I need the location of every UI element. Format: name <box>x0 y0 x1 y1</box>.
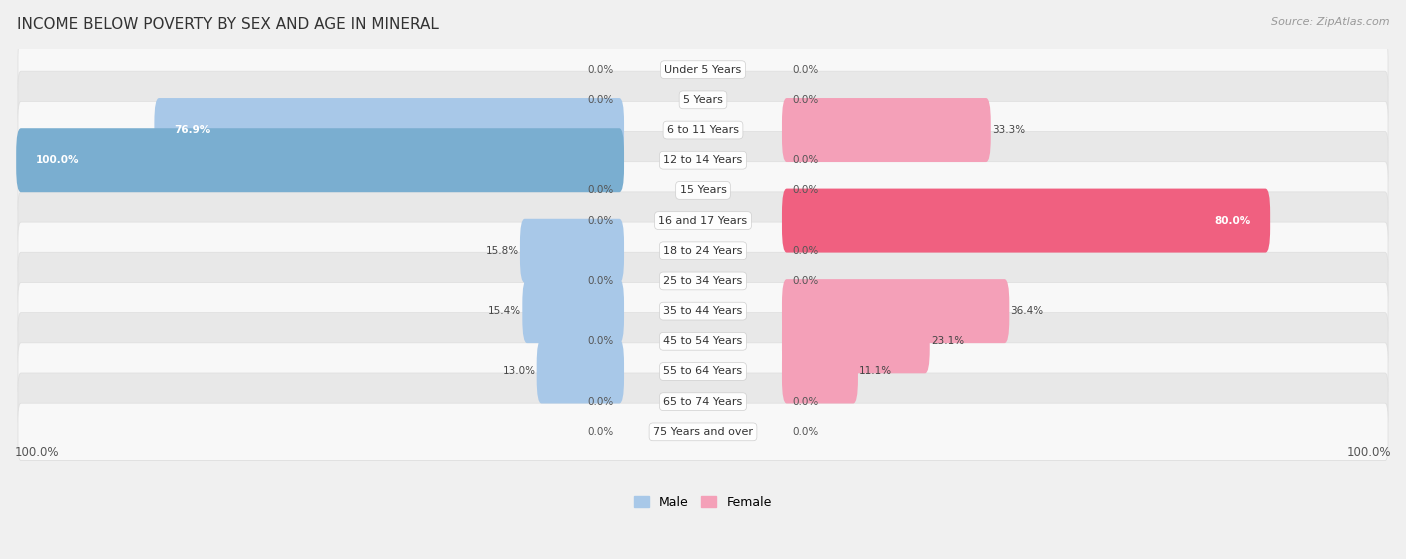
FancyBboxPatch shape <box>18 343 1388 400</box>
Text: 35 to 44 Years: 35 to 44 Years <box>664 306 742 316</box>
FancyBboxPatch shape <box>18 222 1388 280</box>
Text: 0.0%: 0.0% <box>793 246 818 256</box>
Text: 15.8%: 15.8% <box>485 246 519 256</box>
Text: 25 to 34 Years: 25 to 34 Years <box>664 276 742 286</box>
Text: 0.0%: 0.0% <box>793 186 818 196</box>
Text: 18 to 24 Years: 18 to 24 Years <box>664 246 742 256</box>
Text: 13.0%: 13.0% <box>502 367 536 377</box>
Text: 23.1%: 23.1% <box>931 337 965 347</box>
Text: 0.0%: 0.0% <box>588 397 613 407</box>
FancyBboxPatch shape <box>17 128 624 192</box>
FancyBboxPatch shape <box>18 41 1388 98</box>
Text: 15 Years: 15 Years <box>679 186 727 196</box>
Text: 55 to 64 Years: 55 to 64 Years <box>664 367 742 377</box>
Text: 100.0%: 100.0% <box>1347 446 1391 459</box>
FancyBboxPatch shape <box>18 162 1388 219</box>
Text: 0.0%: 0.0% <box>588 427 613 437</box>
FancyBboxPatch shape <box>18 41 1388 98</box>
Text: 0.0%: 0.0% <box>588 186 613 196</box>
FancyBboxPatch shape <box>782 98 991 162</box>
FancyBboxPatch shape <box>18 403 1388 461</box>
Text: 0.0%: 0.0% <box>793 95 818 105</box>
FancyBboxPatch shape <box>18 373 1388 430</box>
FancyBboxPatch shape <box>18 403 1388 461</box>
Text: Under 5 Years: Under 5 Years <box>665 65 741 75</box>
FancyBboxPatch shape <box>522 279 624 343</box>
Text: 0.0%: 0.0% <box>588 337 613 347</box>
FancyBboxPatch shape <box>18 282 1388 340</box>
Text: 0.0%: 0.0% <box>793 397 818 407</box>
FancyBboxPatch shape <box>18 71 1388 129</box>
FancyBboxPatch shape <box>18 343 1388 400</box>
Text: 6 to 11 Years: 6 to 11 Years <box>666 125 740 135</box>
Text: 0.0%: 0.0% <box>588 95 613 105</box>
FancyBboxPatch shape <box>18 101 1388 159</box>
FancyBboxPatch shape <box>18 162 1388 219</box>
Legend: Male, Female: Male, Female <box>630 491 776 514</box>
FancyBboxPatch shape <box>782 279 1010 343</box>
FancyBboxPatch shape <box>18 71 1388 129</box>
FancyBboxPatch shape <box>782 188 1270 253</box>
FancyBboxPatch shape <box>520 219 624 283</box>
Text: 15.4%: 15.4% <box>488 306 522 316</box>
Text: 0.0%: 0.0% <box>793 65 818 75</box>
FancyBboxPatch shape <box>18 192 1388 249</box>
Text: 100.0%: 100.0% <box>15 446 59 459</box>
Text: 45 to 54 Years: 45 to 54 Years <box>664 337 742 347</box>
FancyBboxPatch shape <box>18 282 1388 340</box>
Text: 76.9%: 76.9% <box>174 125 211 135</box>
FancyBboxPatch shape <box>18 373 1388 430</box>
Text: 0.0%: 0.0% <box>588 216 613 226</box>
Text: 0.0%: 0.0% <box>793 155 818 165</box>
FancyBboxPatch shape <box>782 309 929 373</box>
FancyBboxPatch shape <box>18 131 1388 189</box>
FancyBboxPatch shape <box>155 98 624 162</box>
Text: 11.1%: 11.1% <box>859 367 893 377</box>
Text: 80.0%: 80.0% <box>1215 216 1250 226</box>
Text: 0.0%: 0.0% <box>588 65 613 75</box>
Text: 100.0%: 100.0% <box>37 155 80 165</box>
FancyBboxPatch shape <box>18 192 1388 249</box>
FancyBboxPatch shape <box>18 252 1388 310</box>
FancyBboxPatch shape <box>18 222 1388 280</box>
FancyBboxPatch shape <box>18 312 1388 370</box>
Text: 5 Years: 5 Years <box>683 95 723 105</box>
Text: Source: ZipAtlas.com: Source: ZipAtlas.com <box>1271 17 1389 27</box>
Text: 16 and 17 Years: 16 and 17 Years <box>658 216 748 226</box>
Text: 0.0%: 0.0% <box>793 276 818 286</box>
Text: 0.0%: 0.0% <box>793 427 818 437</box>
Text: 33.3%: 33.3% <box>993 125 1025 135</box>
FancyBboxPatch shape <box>18 312 1388 370</box>
FancyBboxPatch shape <box>18 252 1388 310</box>
FancyBboxPatch shape <box>537 339 624 404</box>
Text: INCOME BELOW POVERTY BY SEX AND AGE IN MINERAL: INCOME BELOW POVERTY BY SEX AND AGE IN M… <box>17 17 439 32</box>
FancyBboxPatch shape <box>782 339 858 404</box>
FancyBboxPatch shape <box>18 131 1388 189</box>
Text: 0.0%: 0.0% <box>588 276 613 286</box>
FancyBboxPatch shape <box>18 101 1388 159</box>
Text: 65 to 74 Years: 65 to 74 Years <box>664 397 742 407</box>
Text: 36.4%: 36.4% <box>1011 306 1043 316</box>
Text: 75 Years and over: 75 Years and over <box>652 427 754 437</box>
Text: 12 to 14 Years: 12 to 14 Years <box>664 155 742 165</box>
